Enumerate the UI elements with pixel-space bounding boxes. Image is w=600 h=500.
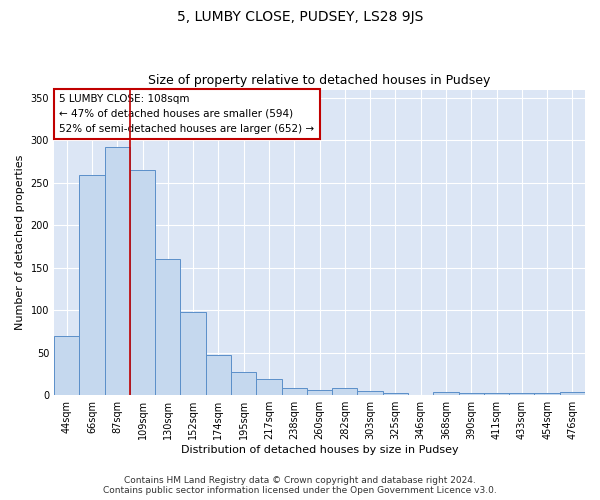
- X-axis label: Distribution of detached houses by size in Pudsey: Distribution of detached houses by size …: [181, 445, 458, 455]
- Bar: [155, 260, 181, 395]
- Text: 5, LUMBY CLOSE, PUDSEY, LS28 9JS: 5, LUMBY CLOSE, PUDSEY, LS28 9JS: [177, 10, 423, 24]
- Bar: [181, 312, 206, 395]
- Bar: [54, 336, 79, 395]
- Bar: [560, 392, 585, 395]
- Bar: [433, 392, 458, 395]
- Bar: [104, 148, 130, 395]
- Bar: [458, 392, 484, 395]
- Bar: [307, 390, 332, 395]
- Bar: [535, 392, 560, 395]
- Bar: [509, 392, 535, 395]
- Bar: [79, 176, 104, 395]
- Bar: [231, 372, 256, 395]
- Text: Contains HM Land Registry data © Crown copyright and database right 2024.
Contai: Contains HM Land Registry data © Crown c…: [103, 476, 497, 495]
- Bar: [256, 379, 281, 395]
- Bar: [332, 388, 358, 395]
- Bar: [206, 356, 231, 395]
- Bar: [281, 388, 307, 395]
- Y-axis label: Number of detached properties: Number of detached properties: [15, 154, 25, 330]
- Bar: [484, 392, 509, 395]
- Bar: [358, 391, 383, 395]
- Bar: [130, 170, 155, 395]
- Text: 5 LUMBY CLOSE: 108sqm
← 47% of detached houses are smaller (594)
52% of semi-det: 5 LUMBY CLOSE: 108sqm ← 47% of detached …: [59, 94, 314, 134]
- Bar: [383, 392, 408, 395]
- Title: Size of property relative to detached houses in Pudsey: Size of property relative to detached ho…: [148, 74, 491, 87]
